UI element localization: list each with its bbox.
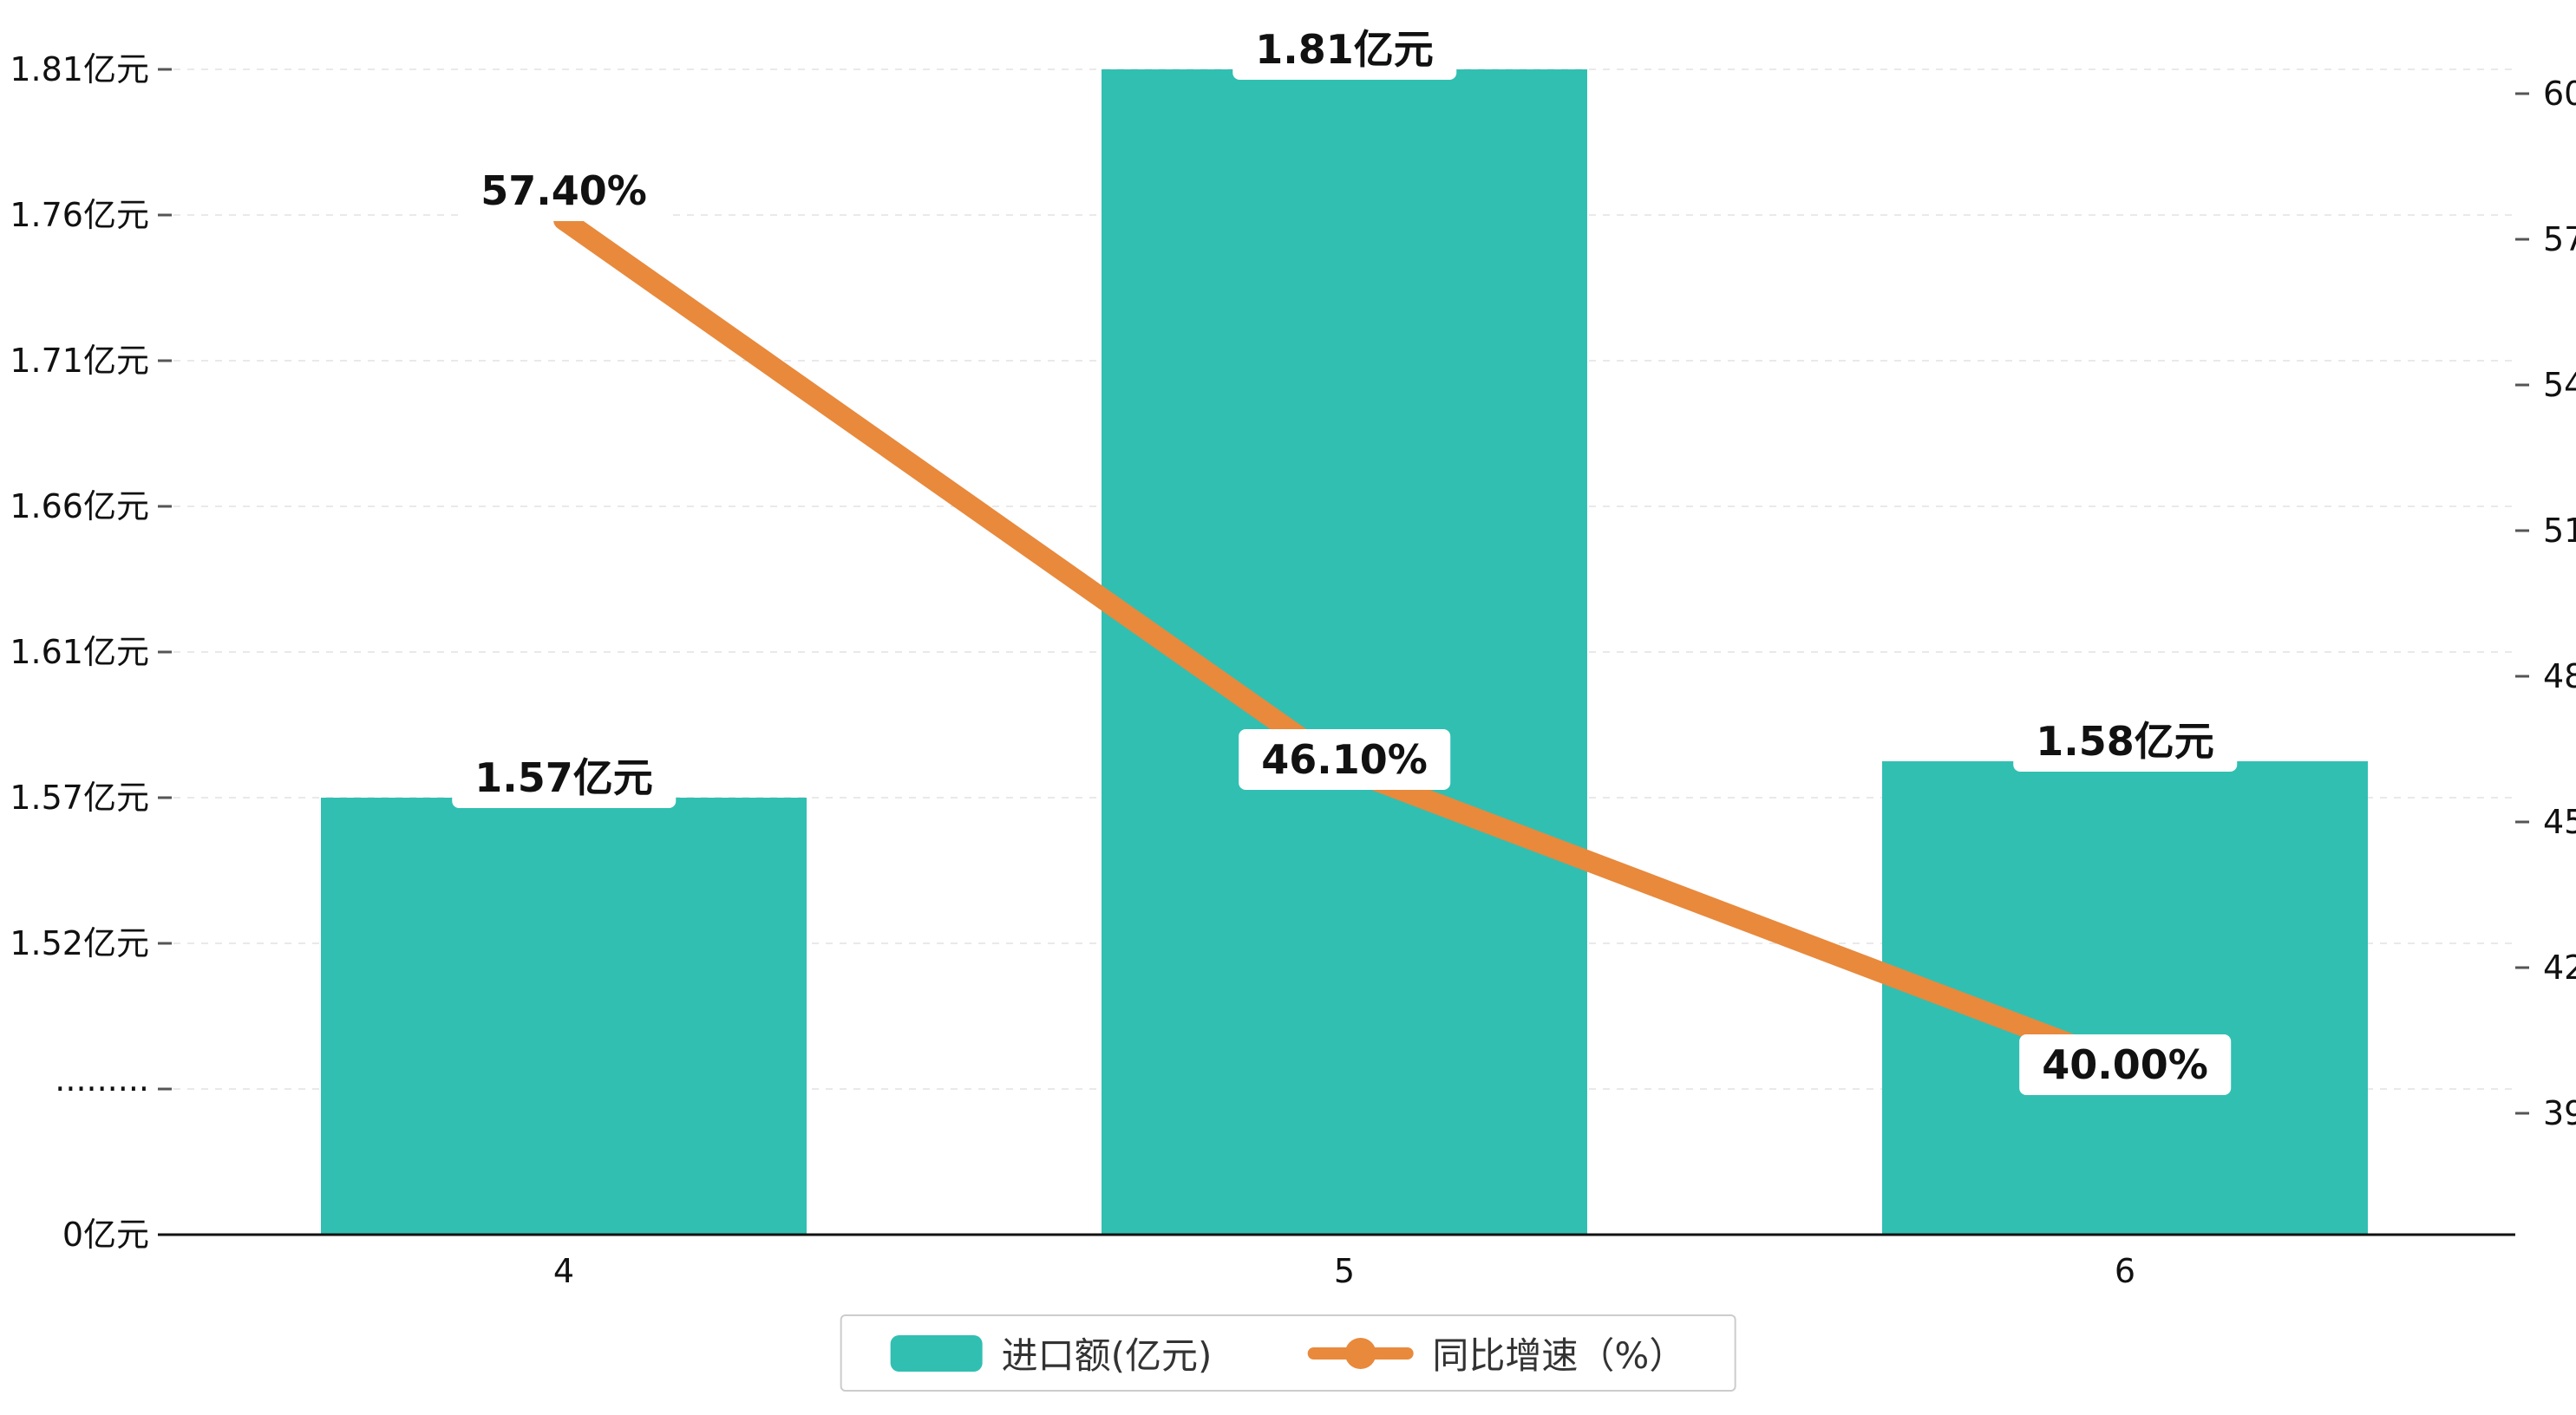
legend-item-import-value[interactable]: 进口额(亿元) <box>890 1327 1213 1379</box>
legend-item-growth-rate[interactable]: 同比增速（%） <box>1307 1327 1685 1379</box>
legend-label-import-value: 进口额(亿元) <box>1001 1334 1213 1377</box>
bar-column[interactable] <box>321 798 807 1235</box>
line-series-marker-icon <box>1307 1335 1414 1372</box>
legend: 进口额(亿元) 同比增速（%） <box>840 1314 1736 1392</box>
bar-series-swatch-icon <box>890 1334 983 1372</box>
legend-label-growth-rate: 同比增速（%） <box>1432 1334 1686 1377</box>
